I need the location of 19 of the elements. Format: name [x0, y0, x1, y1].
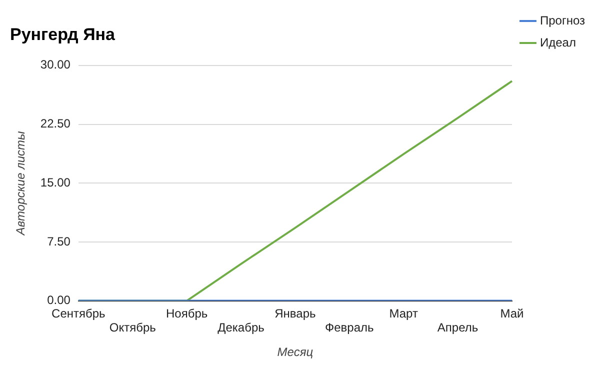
- x-tick-label: Май: [500, 306, 524, 320]
- x-tick-label: Март: [389, 306, 418, 320]
- x-tick-label: Декабрь: [218, 320, 264, 335]
- x-tick-label: Апрель: [437, 320, 478, 335]
- x-tick-label: Февраль: [325, 320, 374, 335]
- chart-title: Рунгерд Яна: [10, 24, 116, 44]
- legend-label: Идеал: [540, 35, 576, 50]
- y-tick-label: 7.50: [47, 234, 71, 248]
- y-tick-label: 22.50: [40, 116, 71, 131]
- x-tick-label: Октябрь: [109, 320, 156, 335]
- y-tick-label: 0.00: [47, 293, 71, 308]
- y-tick-label: 15.00: [40, 175, 71, 190]
- x-tick-label: Январь: [274, 306, 316, 320]
- x-axis-title: Месяц: [277, 345, 314, 360]
- legend-label: Прогноз: [540, 13, 586, 28]
- y-axis-title: Авторские листы: [14, 130, 28, 236]
- x-tick-label: Ноябрь: [166, 306, 208, 320]
- y-tick-label: 30.00: [40, 58, 71, 72]
- x-tick-label: Сентябрь: [52, 306, 106, 320]
